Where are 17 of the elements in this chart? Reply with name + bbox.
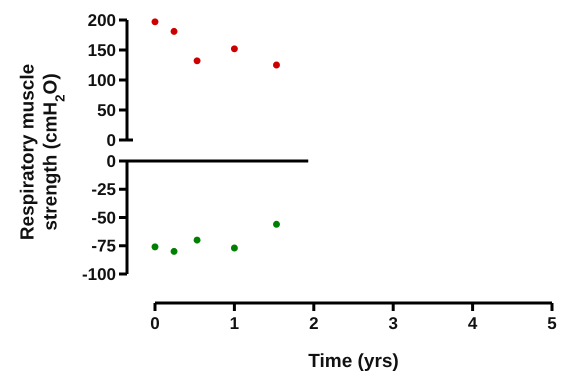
y-tick-label: -50 <box>91 208 116 228</box>
x-tick-label: 1 <box>230 314 240 333</box>
y-tick-label: -100 <box>82 264 116 284</box>
y-tick-label: 100 <box>88 70 116 90</box>
y-tick-label: 200 <box>88 10 116 30</box>
x-tick-label: 2 <box>309 314 319 333</box>
y-tick-label: 0 <box>106 152 116 171</box>
y-tick-label: 0 <box>106 130 116 150</box>
y-tick-label: -25 <box>91 180 116 200</box>
x-tick-label: 0 <box>150 314 160 333</box>
y-tick-label: -75 <box>91 236 116 256</box>
x-tick-label: 4 <box>468 314 478 333</box>
x-tick-label: 5 <box>547 314 557 333</box>
x-tick-label: 3 <box>388 314 398 333</box>
y-tick-label: 50 <box>97 100 116 120</box>
y-tick-label: 150 <box>88 40 116 60</box>
x-axis-title: Time (yrs) <box>308 351 399 372</box>
